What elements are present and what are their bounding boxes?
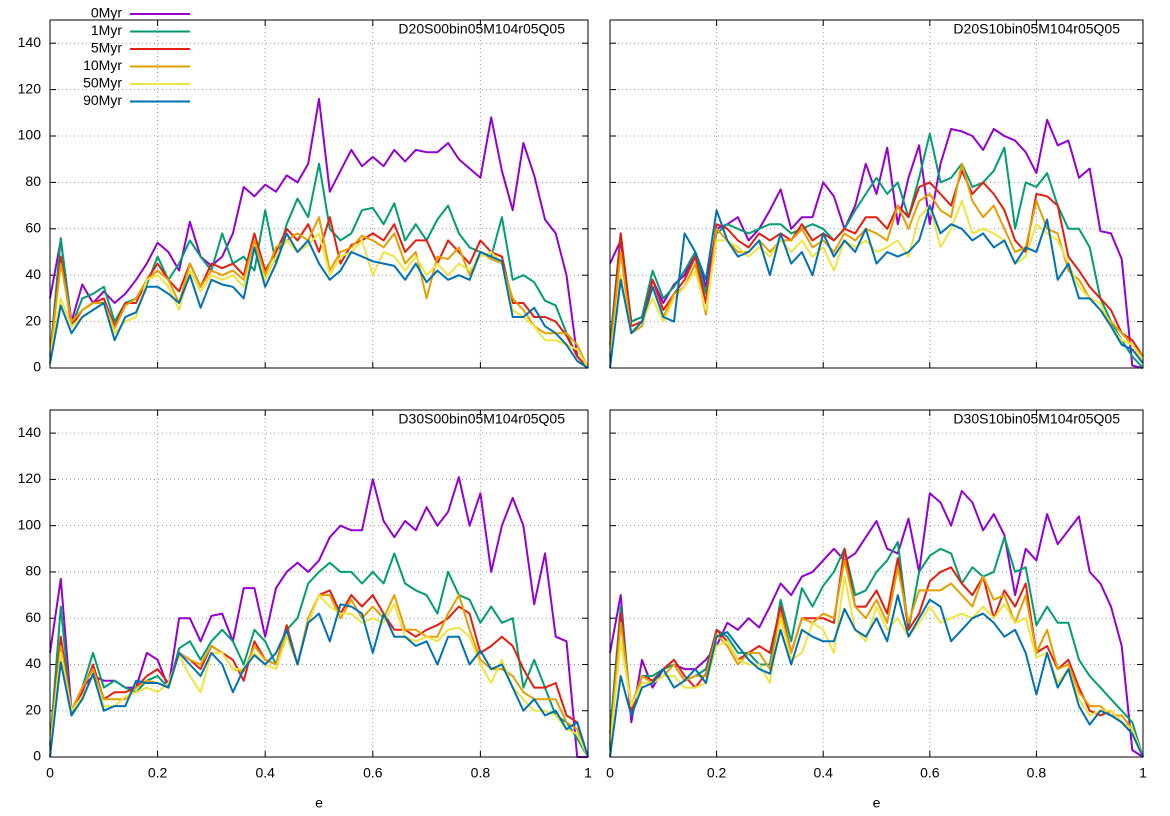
- y-tick-label: 20: [25, 312, 41, 328]
- data-line: [49, 97, 589, 369]
- data-line: [609, 594, 1144, 758]
- legend-label: 10Myr: [83, 57, 122, 73]
- panel-title: D20S10bin05M104r05Q05: [953, 21, 1120, 37]
- data-line: [49, 216, 589, 369]
- y-tick-label: 20: [25, 701, 41, 717]
- x-tick-label: 0.4: [813, 765, 833, 781]
- y-tick-label: 40: [25, 655, 41, 671]
- x-tick-label: 1: [584, 765, 592, 781]
- plot-frame: [49, 19, 589, 369]
- y-tick-label: 140: [18, 424, 42, 440]
- data-line: [49, 603, 589, 758]
- data-line: [49, 162, 589, 369]
- panel-title: D20S00bin05M104r05Q05: [398, 21, 565, 37]
- x-tick-label: 0: [46, 765, 54, 781]
- data-line: [609, 169, 1144, 357]
- x-tick-label: 0.2: [148, 765, 168, 781]
- y-tick-label: 0: [33, 748, 41, 764]
- data-line: [609, 490, 1144, 758]
- plot-frame: [609, 19, 1144, 369]
- y-tick-label: 120: [18, 470, 42, 486]
- x-tick-label: 0.4: [255, 765, 275, 781]
- y-tick-label: 60: [25, 220, 41, 236]
- y-tick-label: 0: [33, 359, 41, 375]
- plot-frame: [609, 409, 1144, 758]
- y-tick-label: 100: [18, 516, 42, 532]
- x-tick-label: 0.8: [1027, 765, 1047, 781]
- y-tick-label: 140: [18, 34, 42, 50]
- data-line: [609, 536, 1144, 758]
- legend-label: 1Myr: [91, 22, 122, 38]
- panel: 0 20 40 60 80 100 120 140 0 0.2 0.4 0.6 0.8 1 D30S00bi…: [18, 409, 592, 811]
- x-tick-label: 0: [606, 765, 614, 781]
- panel: 0 20 40 60 80 100 120 140 D20S00bin05M104r05Q05 0…: [18, 5, 589, 375]
- y-tick-label: 40: [25, 266, 41, 282]
- x-tick-label: 0.6: [363, 765, 383, 781]
- panel-title: D30S00bin05M104r05Q05: [398, 411, 565, 427]
- legend-label: 5Myr: [91, 40, 122, 56]
- x-axis-label: e: [873, 795, 881, 811]
- panel-title: D30S10bin05M104r05Q05: [953, 411, 1120, 427]
- x-axis-label: e: [315, 795, 323, 811]
- x-tick-label: 0.6: [920, 765, 940, 781]
- plot-frame: [49, 409, 589, 758]
- data-line: [609, 204, 1144, 369]
- data-line: [49, 476, 588, 758]
- y-tick-label: 80: [25, 173, 41, 189]
- data-line: [609, 559, 1144, 758]
- data-line: [609, 547, 1144, 758]
- y-tick-label: 120: [18, 80, 42, 96]
- y-tick-label: 60: [25, 609, 41, 625]
- y-tick-label: 80: [25, 563, 41, 579]
- data-line: [49, 232, 589, 369]
- x-tick-label: 0.2: [707, 765, 727, 781]
- x-tick-label: 1: [1139, 765, 1147, 781]
- legend-label: 50Myr: [83, 75, 122, 91]
- legend-label: 90Myr: [83, 92, 122, 108]
- legend-label: 0Myr: [91, 5, 122, 21]
- data-line: [609, 132, 1144, 369]
- y-tick-label: 100: [18, 127, 42, 143]
- data-line: [609, 200, 1144, 362]
- panel: D20S10bin05M104r05Q05: [609, 19, 1144, 369]
- data-line: [49, 552, 589, 758]
- data-line: [49, 594, 589, 758]
- x-tick-label: 0.8: [471, 765, 491, 781]
- data-line: [49, 216, 589, 369]
- panel: 0 0.2 0.4 0.6 0.8 1 D30S10bin05M104r05Q05 e: [606, 409, 1147, 811]
